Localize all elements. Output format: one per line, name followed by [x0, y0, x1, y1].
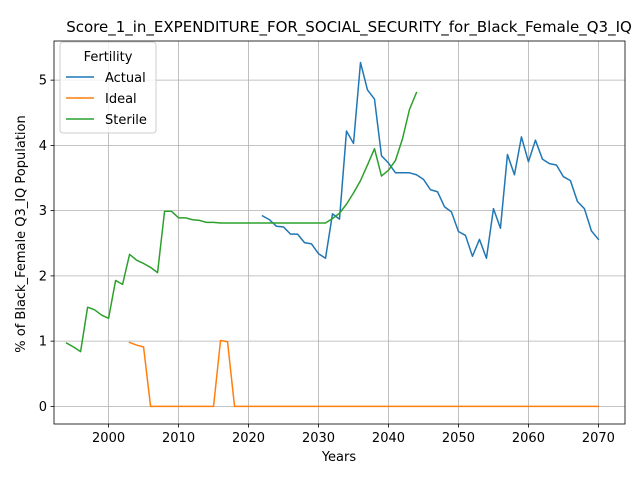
plot-lines: [65, 61, 600, 408]
grid: [54, 41, 625, 424]
series-line-actual: [261, 61, 600, 260]
legend-label: Sterile: [105, 113, 147, 128]
legend-item-ideal: Ideal: [66, 92, 137, 107]
x-axis-title: Years: [321, 450, 357, 465]
y-tick-label: 2: [39, 269, 47, 284]
x-tick-label: 2040: [372, 431, 405, 446]
x-tick-label: 2000: [92, 431, 125, 446]
x-tick-label: 2060: [512, 431, 545, 446]
x-tick-label: 2010: [162, 431, 195, 446]
legend-title: Fertility: [84, 50, 133, 65]
series-line-sterile: [65, 91, 418, 353]
chart-title: Score_1_in_EXPENDITURE_FOR_SOCIAL_SECURI…: [66, 18, 632, 37]
y-axis-title: % of Black_Female Q3_IQ Population: [14, 115, 29, 352]
y-tick-label: 0: [39, 400, 47, 415]
x-tick-label: 2030: [302, 431, 335, 446]
legend-item-actual: Actual: [66, 71, 146, 86]
x-tick-label: 2050: [442, 431, 475, 446]
x-tick-label: 2020: [232, 431, 265, 446]
y-tick-label: 5: [39, 74, 47, 89]
x-tick-label: 2070: [582, 431, 615, 446]
legend-label: Ideal: [105, 92, 137, 107]
y-tick-label: 3: [39, 204, 47, 219]
y-axis-ticks: 0 1 2 3 4 5: [39, 74, 54, 415]
legend-label: Actual: [105, 71, 146, 86]
y-tick-label: 4: [39, 139, 47, 154]
x-axis-ticks: 2000 2010 2020 2030 2040 2050 2060 2070: [92, 424, 615, 446]
y-tick-label: 1: [39, 335, 47, 350]
series-line-ideal: [128, 339, 600, 408]
legend: Fertility Actual Ideal Sterile: [59, 41, 157, 134]
legend-item-sterile: Sterile: [66, 113, 147, 128]
legend-items: Actual Ideal Sterile: [66, 71, 147, 128]
plot-frame: [53, 40, 626, 425]
legend-box: [59, 41, 157, 134]
